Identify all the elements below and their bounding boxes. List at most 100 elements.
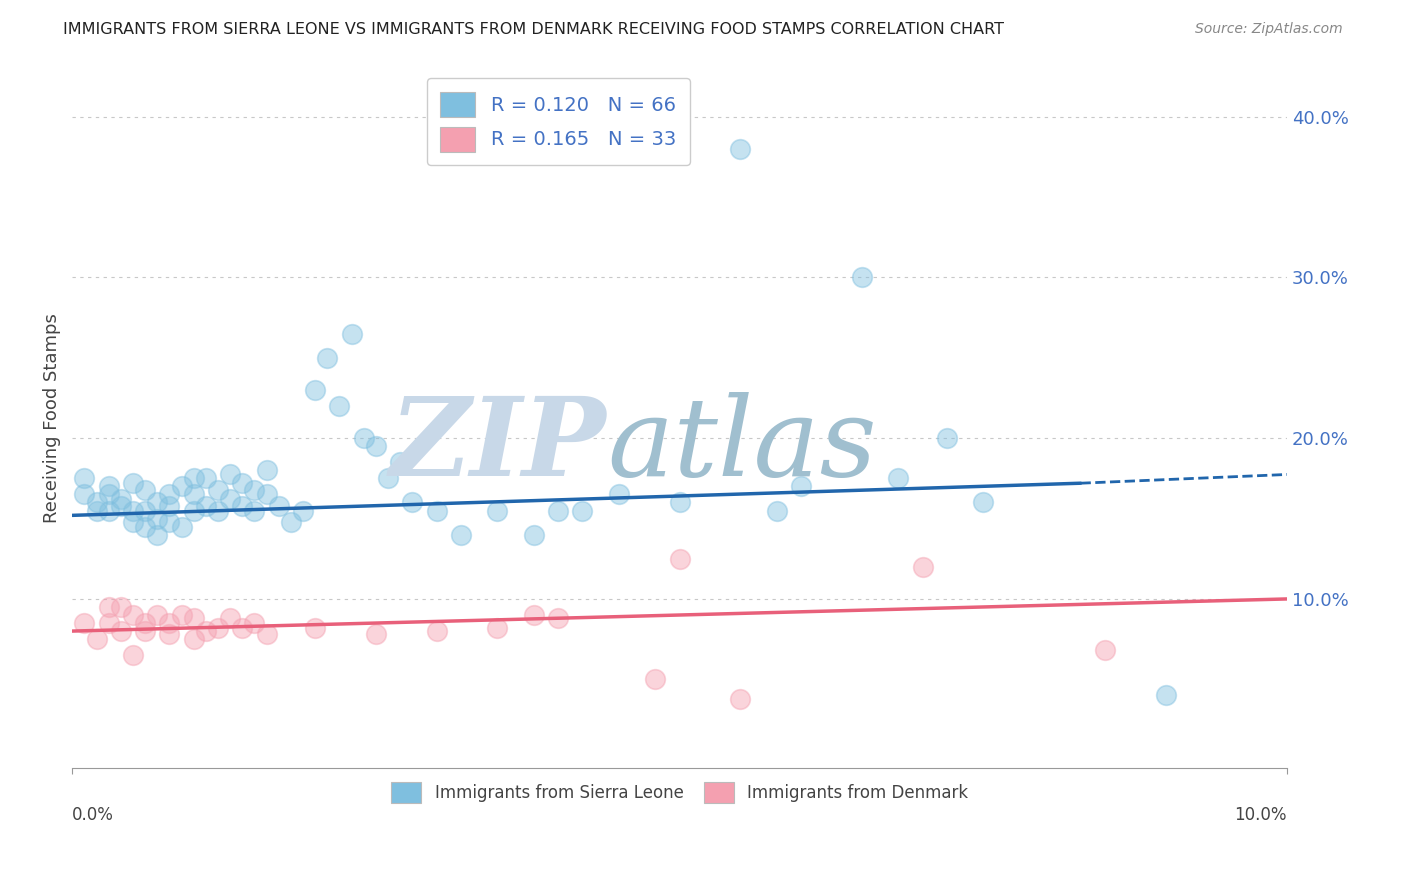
Point — [486, 503, 509, 517]
Point — [231, 499, 253, 513]
Point — [607, 487, 630, 501]
Point — [110, 624, 132, 638]
Text: 0.0%: 0.0% — [72, 806, 114, 824]
Point — [97, 503, 120, 517]
Point — [364, 627, 387, 641]
Point — [73, 487, 96, 501]
Point — [851, 270, 873, 285]
Point — [157, 627, 180, 641]
Text: 10.0%: 10.0% — [1234, 806, 1286, 824]
Point — [523, 607, 546, 622]
Point — [122, 476, 145, 491]
Point — [183, 611, 205, 625]
Point — [292, 503, 315, 517]
Point — [146, 511, 169, 525]
Point — [122, 648, 145, 663]
Point — [183, 487, 205, 501]
Point — [157, 487, 180, 501]
Point — [122, 607, 145, 622]
Point — [486, 621, 509, 635]
Point — [122, 515, 145, 529]
Point — [730, 691, 752, 706]
Point — [194, 624, 217, 638]
Point — [644, 673, 666, 687]
Point — [887, 471, 910, 485]
Legend: Immigrants from Sierra Leone, Immigrants from Denmark: Immigrants from Sierra Leone, Immigrants… — [382, 773, 976, 812]
Point — [256, 487, 278, 501]
Point — [146, 527, 169, 541]
Point — [316, 351, 339, 365]
Point — [183, 503, 205, 517]
Point — [426, 624, 449, 638]
Point — [340, 326, 363, 341]
Point — [183, 471, 205, 485]
Point — [207, 483, 229, 497]
Point — [231, 621, 253, 635]
Point — [207, 621, 229, 635]
Point — [134, 503, 156, 517]
Point — [183, 632, 205, 647]
Point — [134, 615, 156, 630]
Text: atlas: atlas — [607, 392, 876, 500]
Point — [157, 499, 180, 513]
Point — [231, 476, 253, 491]
Point — [935, 431, 957, 445]
Text: IMMIGRANTS FROM SIERRA LEONE VS IMMIGRANTS FROM DENMARK RECEIVING FOOD STAMPS CO: IMMIGRANTS FROM SIERRA LEONE VS IMMIGRAN… — [63, 22, 1004, 37]
Point — [86, 495, 108, 509]
Point — [219, 611, 242, 625]
Point — [97, 599, 120, 614]
Point — [766, 503, 789, 517]
Point — [668, 551, 690, 566]
Point — [523, 527, 546, 541]
Point — [110, 499, 132, 513]
Point — [157, 615, 180, 630]
Point — [146, 607, 169, 622]
Point — [668, 495, 690, 509]
Point — [97, 615, 120, 630]
Point — [1154, 689, 1177, 703]
Point — [547, 611, 569, 625]
Point — [73, 471, 96, 485]
Point — [364, 439, 387, 453]
Point — [73, 615, 96, 630]
Point — [86, 503, 108, 517]
Point — [219, 492, 242, 507]
Point — [134, 624, 156, 638]
Point — [207, 503, 229, 517]
Text: ZIP: ZIP — [389, 392, 607, 500]
Point — [328, 399, 350, 413]
Point — [170, 479, 193, 493]
Point — [304, 621, 326, 635]
Y-axis label: Receiving Food Stamps: Receiving Food Stamps — [44, 313, 60, 523]
Text: Source: ZipAtlas.com: Source: ZipAtlas.com — [1195, 22, 1343, 37]
Point — [972, 495, 994, 509]
Point — [86, 632, 108, 647]
Point — [170, 607, 193, 622]
Point — [97, 487, 120, 501]
Point — [450, 527, 472, 541]
Point — [267, 499, 290, 513]
Point — [1094, 643, 1116, 657]
Point — [157, 515, 180, 529]
Point — [97, 479, 120, 493]
Point — [243, 503, 266, 517]
Point — [730, 142, 752, 156]
Point — [122, 503, 145, 517]
Point — [256, 627, 278, 641]
Point — [194, 471, 217, 485]
Point — [110, 492, 132, 507]
Point — [243, 615, 266, 630]
Point — [280, 515, 302, 529]
Point — [911, 559, 934, 574]
Point — [243, 483, 266, 497]
Point — [389, 455, 412, 469]
Point — [426, 503, 449, 517]
Point — [134, 483, 156, 497]
Point — [353, 431, 375, 445]
Point — [134, 519, 156, 533]
Point — [110, 599, 132, 614]
Point — [219, 467, 242, 481]
Point — [304, 383, 326, 397]
Point — [146, 495, 169, 509]
Point — [377, 471, 399, 485]
